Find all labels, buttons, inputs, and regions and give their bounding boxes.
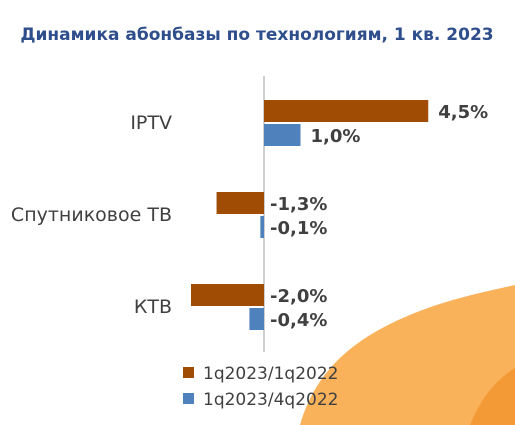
category-label-1: IPTV <box>130 112 172 134</box>
legend-swatch-1q2023-1q2022 <box>183 367 194 378</box>
legend-label-1q2023-4q2022: 1q2023/4q2022 <box>203 390 338 410</box>
bar-1q2023-4q2022-2 <box>260 216 264 238</box>
chart-title: Динамика абонбазы по технологиям, 1 кв. … <box>20 25 493 45</box>
bar-1q2023-1q2022-2 <box>216 192 264 214</box>
category-label-2: Спутниковое ТВ <box>11 204 172 226</box>
bar-1q2023-4q2022-3 <box>249 308 264 330</box>
data-label-1q2023-1q2022-3: -2,0% <box>270 286 327 307</box>
data-label-1q2023-1q2022-1: 4,5% <box>438 102 488 123</box>
decor-shape-dark <box>470 368 515 425</box>
legend: 1q2023/1q2022 1q2023/4q2022 <box>183 364 338 410</box>
category-label-3: КТВ <box>134 296 172 318</box>
data-label-1q2023-1q2022-2: -1,3% <box>270 194 327 215</box>
bar-1q2023-4q2022-1 <box>264 124 301 146</box>
legend-swatch-1q2023-4q2022 <box>183 393 194 404</box>
data-label-1q2023-4q2022-2: -0,1% <box>270 218 327 239</box>
legend-label-1q2023-1q2022: 1q2023/1q2022 <box>203 364 338 384</box>
data-label-1q2023-4q2022-1: 1,0% <box>311 126 361 147</box>
decor-shape-light <box>300 285 515 425</box>
data-label-1q2023-4q2022-3: -0,4% <box>270 310 327 331</box>
bar-1q2023-1q2022-1 <box>264 100 429 122</box>
bar-1q2023-1q2022-3 <box>191 284 264 306</box>
